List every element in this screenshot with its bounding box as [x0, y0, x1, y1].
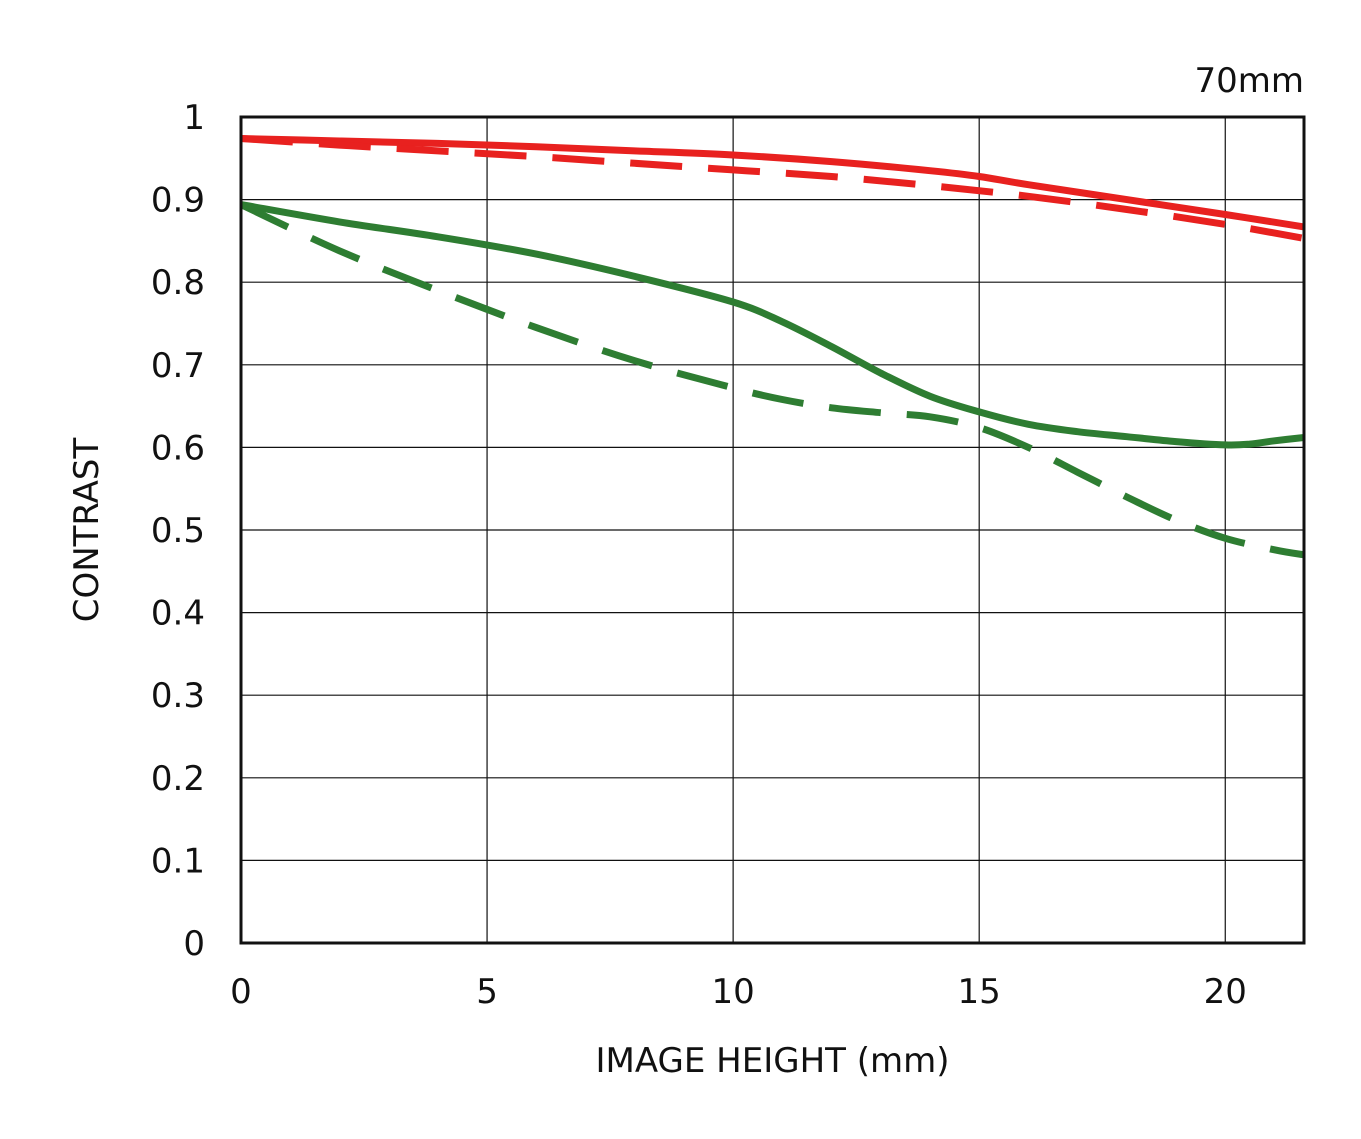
y-axis-title: CONTRAST — [67, 437, 107, 622]
x-tick-label: 20 — [1204, 972, 1247, 1012]
y-tick-label: 0.5 — [151, 511, 205, 551]
x-tick-labels: 0 5 10 15 20 — [230, 972, 1247, 1012]
y-tick-label: 0.3 — [151, 676, 205, 716]
grid — [241, 117, 1304, 943]
series-line-red-solid — [240, 135, 1305, 231]
series-line-red-dashed — [240, 135, 1305, 242]
plot-frame — [239, 115, 1306, 945]
x-tick-label: 10 — [711, 972, 754, 1012]
y-tick-label: 0.1 — [151, 841, 205, 881]
y-tick-label: 1 — [183, 98, 205, 138]
series-lines — [239, 135, 1305, 559]
x-axis-title: IMAGE HEIGHT (mm) — [596, 1041, 950, 1081]
y-tick-label: 0.2 — [151, 759, 205, 799]
y-tick-labels: 0 0.1 0.2 0.3 0.4 0.5 0.6 0.7 0.8 0.9 1 — [151, 98, 205, 964]
focal-length-label: 70mm — [1194, 61, 1304, 101]
y-tick-label: 0.6 — [151, 428, 205, 468]
y-tick-label: 0.4 — [151, 594, 205, 634]
x-tick-label: 5 — [476, 972, 498, 1012]
y-tick-label: 0.8 — [151, 263, 205, 303]
x-tick-label: 0 — [230, 972, 252, 1012]
y-tick-label: 0 — [183, 924, 205, 964]
series-line-green-dashed — [239, 201, 1305, 559]
y-tick-label: 0.9 — [151, 181, 205, 221]
series-line-green-solid — [240, 201, 1305, 449]
x-tick-label: 15 — [958, 972, 1001, 1012]
y-tick-label: 0.7 — [151, 346, 205, 386]
